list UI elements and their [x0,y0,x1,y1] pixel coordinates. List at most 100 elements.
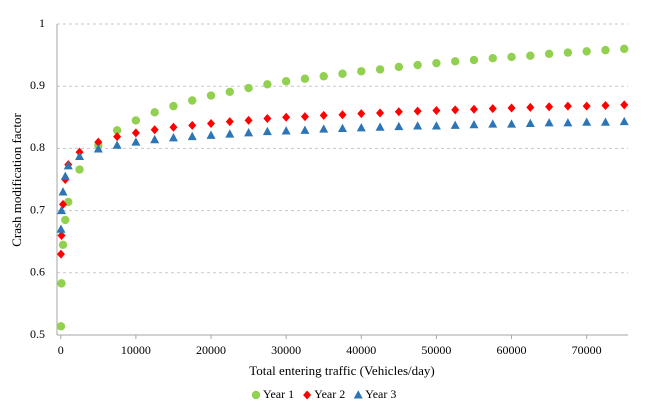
point [338,123,347,132]
x-tick-label: 20000 [196,343,226,357]
point [620,44,629,54]
point [207,119,216,129]
point [188,120,197,130]
point [432,105,441,115]
point [319,110,328,120]
point [544,49,554,59]
point [601,100,610,110]
x-tick-label: 0 [58,343,64,357]
point [507,119,517,128]
point [188,96,197,105]
point [469,55,479,65]
point [56,249,65,259]
point [488,104,497,114]
x-tick-label: 60000 [497,343,527,357]
point [225,129,235,138]
y-tick-label: 0.7 [30,202,45,216]
point [282,112,291,122]
point [413,106,422,116]
point [262,126,272,136]
y-tick-label: 0.8 [30,140,45,154]
point [225,117,234,127]
point [582,101,591,111]
point [63,161,73,170]
point [619,116,629,126]
point [281,77,291,86]
point [281,126,291,135]
point [169,122,178,132]
y-axis-label: Crash modification factor [9,113,24,247]
point [206,91,216,100]
point [582,117,592,126]
point [150,125,159,135]
point [112,126,122,135]
point [563,118,573,127]
point [525,118,535,128]
point [488,119,498,128]
point [431,121,441,130]
point [225,87,235,96]
point [375,122,385,131]
point [75,151,85,160]
point [58,240,68,250]
point [357,109,366,119]
point [57,205,67,215]
point [206,130,216,139]
point [338,110,347,120]
point [60,171,70,180]
x-tick-label: 30000 [271,343,301,357]
point [94,137,103,147]
point [168,133,178,142]
point [150,134,160,144]
point [244,115,253,125]
point [394,107,403,117]
point [394,121,404,131]
legend-marker [251,390,261,400]
point [545,102,554,112]
point [59,199,68,209]
point [150,108,159,117]
point [563,101,572,111]
point [582,47,591,56]
point [432,58,441,68]
point [338,69,347,78]
y-tick-label: 0.6 [30,265,45,279]
point [131,116,141,125]
y-tick-label: 1 [39,16,45,30]
point [488,54,497,63]
point [169,101,178,111]
legend-label: Year 2 [314,387,345,401]
point [57,230,66,240]
point [544,118,554,127]
point [300,112,309,122]
point [376,108,385,118]
y-tick-label: 0.5 [30,327,45,341]
legend-marker [303,390,312,400]
y-tick-label: 0.9 [30,78,45,92]
point [300,125,310,134]
point [300,74,310,83]
point [263,114,272,124]
point [244,83,253,93]
point [319,124,329,133]
point [75,165,84,174]
x-tick-label: 40000 [346,343,376,357]
point [356,123,366,132]
point [526,51,535,60]
point [319,72,328,81]
point [57,279,66,288]
point [507,103,516,113]
point [187,131,197,141]
point [375,65,385,74]
point [131,137,141,146]
x-tick-label: 10000 [121,343,151,357]
point [56,322,66,331]
point [394,62,404,72]
legend-marker [353,390,363,399]
x-tick-label: 50000 [421,343,451,357]
point [113,132,122,142]
legend-label: Year 1 [263,387,294,401]
point [620,100,629,110]
point [451,105,460,115]
